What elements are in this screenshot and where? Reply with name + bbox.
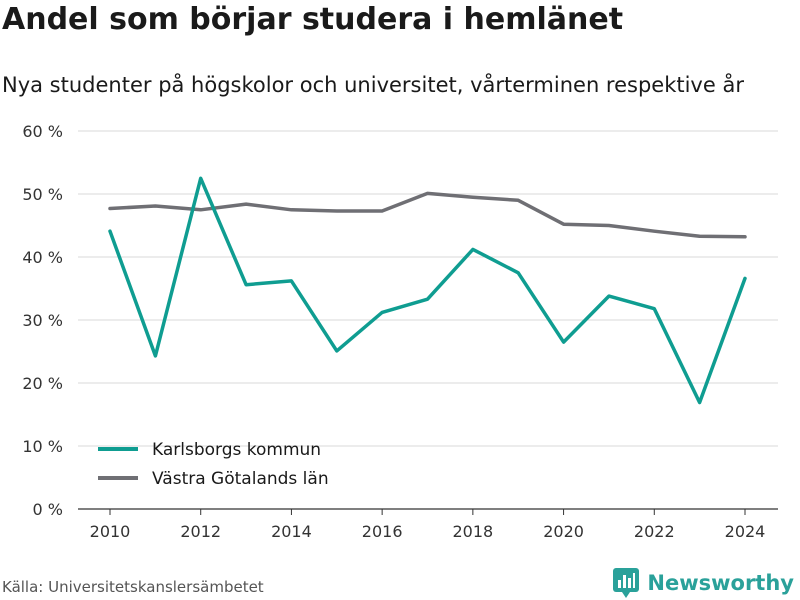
- y-tick-label: 0 %: [33, 500, 63, 519]
- brand-name: Newsworthy: [647, 571, 794, 595]
- x-tick-label: 2010: [90, 522, 131, 541]
- y-tick-label: 10 %: [22, 437, 63, 456]
- bar-chart-logo-icon: [613, 568, 640, 598]
- y-tick-label: 60 %: [22, 122, 63, 141]
- legend-label: Karlsborgs kommun: [152, 440, 321, 460]
- x-tick-label: 2016: [362, 522, 403, 541]
- brand-logo[interactable]: Newsworthy: [613, 568, 794, 598]
- chart-title: Andel som börjar studera i hemlänet: [2, 2, 624, 37]
- series-line-karlsborgs-kommun: [108, 176, 747, 405]
- x-tick-label: 2024: [725, 522, 766, 541]
- x-tick-label: 2014: [271, 522, 312, 541]
- x-tick-label: 2012: [180, 522, 221, 541]
- y-tick-label: 40 %: [22, 248, 63, 267]
- source-note: Källa: Universitetskanslersämbetet: [2, 578, 264, 596]
- y-tick-label: 30 %: [22, 311, 63, 330]
- y-tick-label: 50 %: [22, 185, 63, 204]
- series-line-vastra-gotalands-lan: [108, 191, 747, 239]
- x-tick-label: 2020: [543, 522, 584, 541]
- x-tick-label: 2018: [452, 522, 493, 541]
- y-tick-label: 20 %: [22, 374, 63, 393]
- x-tick-label: 2022: [634, 522, 675, 541]
- chart-subtitle: Nya studenter på högskolor och universit…: [2, 73, 744, 97]
- legend-label: Västra Götalands län: [152, 469, 329, 489]
